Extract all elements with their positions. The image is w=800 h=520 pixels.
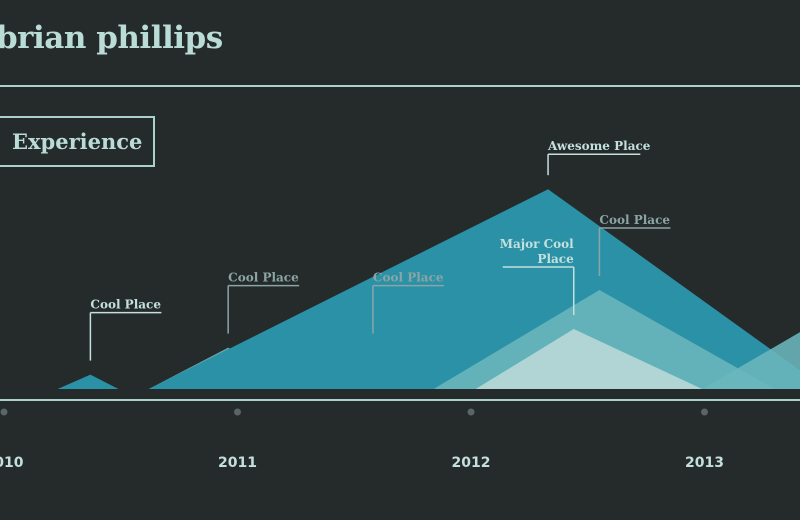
year-tick-label: 2010 — [0, 455, 24, 471]
year-ticks: 2010 2011 2012 2013 — [0, 408, 724, 471]
year-tick-dot — [234, 408, 241, 416]
page-title: brian phillips — [0, 20, 223, 56]
job-label-2: Cool Place — [372, 271, 444, 334]
experience-heading: Experience — [12, 129, 143, 154]
year-tick-label: 2012 — [452, 455, 491, 471]
job-label-text: Cool Place — [228, 271, 299, 285]
job-label-0: Cool Place — [89, 298, 162, 361]
job-label-1: Cool Place — [227, 271, 300, 334]
year-tick-label: 2011 — [218, 455, 257, 471]
job-labels: Cool Place Cool Place Cool Place Awesome Pl… — [89, 139, 671, 361]
job-label-text: Cool Place — [599, 213, 670, 227]
job-areas — [57, 189, 800, 389]
job-label-text: Cool Place — [90, 298, 161, 312]
year-tick-dot — [701, 408, 708, 416]
job-area-0 — [57, 374, 119, 389]
job-label-text: Cool Place — [373, 271, 444, 285]
job-label-4: Cool Place — [598, 213, 671, 276]
year-tick-label: 2013 — [685, 455, 724, 471]
job-label-3: Awesome Place — [547, 139, 651, 176]
year-tick-dot — [467, 408, 475, 416]
header-divider — [0, 85, 800, 87]
job-label-text: Place — [537, 252, 574, 266]
job-area-6 — [702, 332, 800, 389]
job-area-5 — [475, 329, 703, 389]
job-label-text: Awesome Place — [547, 139, 651, 153]
job-label-text: Major Cool — [500, 237, 574, 251]
year-tick-dot — [0, 408, 8, 416]
experience-heading-box — [0, 116, 155, 167]
